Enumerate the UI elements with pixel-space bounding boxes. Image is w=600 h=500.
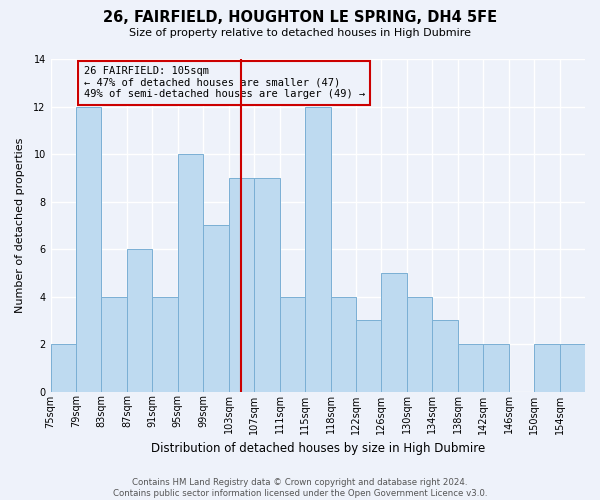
Bar: [305, 106, 331, 392]
Bar: [229, 178, 254, 392]
Bar: [280, 296, 305, 392]
Y-axis label: Number of detached properties: Number of detached properties: [15, 138, 25, 313]
Bar: [152, 296, 178, 392]
Bar: [407, 296, 433, 392]
Bar: [534, 344, 560, 392]
Bar: [382, 273, 407, 392]
Bar: [178, 154, 203, 392]
Bar: [356, 320, 382, 392]
Text: Contains HM Land Registry data © Crown copyright and database right 2024.
Contai: Contains HM Land Registry data © Crown c…: [113, 478, 487, 498]
Bar: [254, 178, 280, 392]
Bar: [76, 106, 101, 392]
Bar: [483, 344, 509, 392]
Text: 26 FAIRFIELD: 105sqm
← 47% of detached houses are smaller (47)
49% of semi-detac: 26 FAIRFIELD: 105sqm ← 47% of detached h…: [83, 66, 365, 100]
Bar: [203, 226, 229, 392]
Bar: [331, 296, 356, 392]
Bar: [127, 249, 152, 392]
Bar: [560, 344, 585, 392]
X-axis label: Distribution of detached houses by size in High Dubmire: Distribution of detached houses by size …: [151, 442, 485, 455]
Bar: [458, 344, 483, 392]
Text: 26, FAIRFIELD, HOUGHTON LE SPRING, DH4 5FE: 26, FAIRFIELD, HOUGHTON LE SPRING, DH4 5…: [103, 10, 497, 25]
Text: Size of property relative to detached houses in High Dubmire: Size of property relative to detached ho…: [129, 28, 471, 38]
Bar: [101, 296, 127, 392]
Bar: [433, 320, 458, 392]
Bar: [50, 344, 76, 392]
